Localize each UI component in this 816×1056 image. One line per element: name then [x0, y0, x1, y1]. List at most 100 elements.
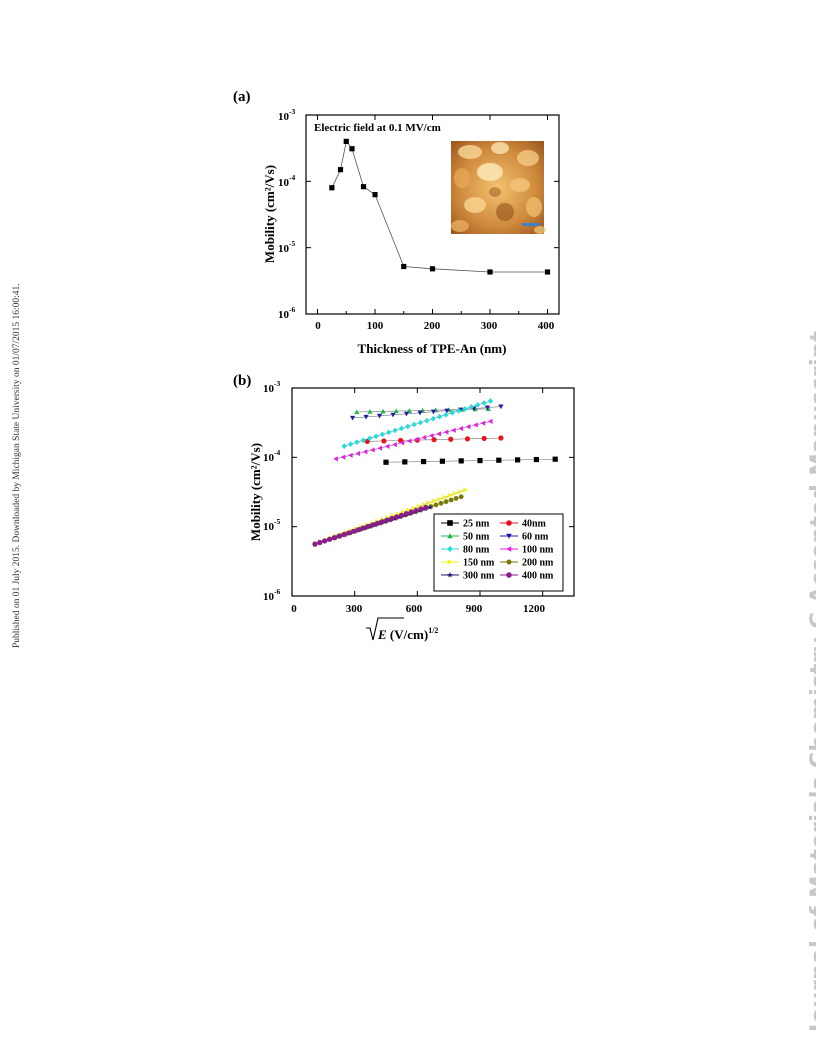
- data-point: [340, 454, 346, 460]
- legend-marker: [447, 520, 453, 526]
- data-point: [442, 494, 448, 500]
- sqrt-sign: [366, 617, 404, 641]
- data-point: [355, 450, 361, 457]
- data-point: [411, 505, 417, 511]
- legend-label: 80 nm: [463, 545, 490, 556]
- data-point: [403, 511, 410, 517]
- data-point: [402, 459, 408, 465]
- data-point: [463, 487, 468, 493]
- data-point: [498, 435, 504, 441]
- data-point: [354, 409, 360, 415]
- x-tick-label: 0: [315, 320, 321, 332]
- data-point: [439, 458, 445, 464]
- data-point: [418, 506, 424, 512]
- x-axis-title-b: E (V/cm)1/2: [366, 617, 438, 642]
- legend-item: 300 nm: [441, 571, 495, 582]
- legend-marker: [506, 559, 512, 565]
- legend-marker: [447, 559, 453, 565]
- series-100-nm: [333, 418, 493, 462]
- data-point: [377, 445, 383, 451]
- legend-b: 25 nm 40nm 50 nm 60 nm 80 nm 100 nm 150 nm 200 …: [433, 513, 564, 592]
- legend-label: 200 nm: [522, 558, 554, 569]
- series-40nm: [364, 435, 504, 444]
- data-point: [430, 415, 436, 422]
- data-point: [465, 424, 471, 430]
- data-point: [401, 263, 407, 270]
- plot-frame-b: [291, 387, 575, 597]
- data-point: [405, 423, 411, 430]
- data-point: [374, 520, 381, 526]
- legend-label: 60 nm: [522, 532, 549, 543]
- data-point: [360, 437, 366, 444]
- data-point: [333, 456, 338, 462]
- data-point: [341, 443, 347, 450]
- legend-label: 400 nm: [522, 571, 554, 582]
- data-point: [355, 527, 361, 533]
- data-point: [362, 449, 368, 455]
- data-point: [458, 425, 464, 432]
- legend-label: 100 nm: [522, 545, 554, 556]
- data-point: [398, 425, 405, 432]
- data-point: [312, 541, 318, 547]
- data-point: [347, 452, 353, 458]
- data-point: [432, 498, 437, 504]
- x-tick-label: 600: [406, 603, 423, 615]
- data-point: [413, 507, 419, 514]
- data-point: [444, 408, 450, 414]
- legend-label: 25 nm: [463, 519, 490, 530]
- data-point: [370, 522, 376, 528]
- data-point: [453, 496, 459, 501]
- data-point: [349, 415, 356, 421]
- y-tick-label: 10-6: [278, 305, 295, 321]
- x-tick-label: 200: [424, 320, 441, 332]
- data-point: [448, 497, 454, 503]
- data-point: [386, 429, 392, 436]
- data-point: [337, 167, 344, 173]
- data-point: [379, 519, 385, 525]
- y-tick-label: 10-4: [278, 173, 295, 189]
- data-point: [411, 421, 417, 428]
- data-point: [317, 539, 323, 546]
- data-point: [464, 436, 471, 442]
- x-tick-label: 300: [481, 320, 498, 332]
- legend-marker: [506, 546, 512, 552]
- chart-a: (a) Electric field at 0.1 MV/cm: [233, 89, 560, 356]
- data-point: [552, 456, 558, 462]
- data-point: [389, 515, 395, 522]
- data-point: [451, 427, 456, 433]
- data-point: [349, 146, 355, 152]
- legend-label: 50 nm: [463, 532, 490, 543]
- data-point: [496, 457, 502, 463]
- y-tick-label: 10-3: [263, 379, 280, 395]
- data-point: [421, 434, 427, 441]
- legend-label: 300 nm: [463, 571, 495, 582]
- data-point: [416, 503, 422, 510]
- legend-box: [433, 513, 564, 592]
- series-line: [331, 140, 548, 273]
- data-point: [498, 404, 504, 410]
- data-point: [347, 441, 354, 448]
- legend-marker: [506, 533, 512, 539]
- y-axis-title-a: Mobility (cm²/Vs): [262, 165, 277, 263]
- data-point: [354, 439, 360, 446]
- data-point: [473, 422, 478, 428]
- data-point: [421, 458, 427, 465]
- data-point: [399, 512, 405, 518]
- y-tick-label: 10-5: [278, 239, 295, 255]
- data-point: [458, 458, 464, 464]
- series-line: [335, 421, 491, 460]
- data-point: [373, 433, 379, 440]
- legend-item: 60 nm: [500, 532, 549, 543]
- legend-marker: [447, 533, 453, 539]
- data-point: [372, 192, 378, 198]
- data-point: [365, 523, 371, 530]
- annotation-a: Electric field at 0.1 MV/cm: [314, 122, 441, 134]
- data-point: [427, 504, 433, 510]
- data-point: [331, 535, 337, 541]
- data-point: [367, 409, 373, 414]
- data-point: [481, 400, 487, 406]
- legend-marker: [506, 572, 512, 578]
- data-point: [379, 431, 385, 438]
- data-point: [475, 402, 481, 408]
